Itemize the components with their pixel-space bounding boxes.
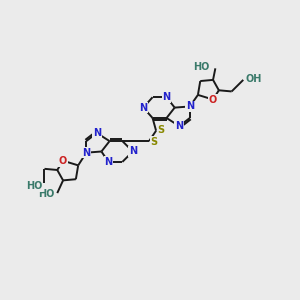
Text: N: N: [129, 146, 137, 157]
Text: N: N: [186, 101, 194, 112]
Text: HO: HO: [26, 181, 42, 191]
Text: OH: OH: [246, 74, 262, 84]
Text: O: O: [209, 94, 217, 104]
Text: S: S: [158, 124, 165, 135]
Text: HO: HO: [39, 189, 55, 199]
Text: N: N: [82, 148, 90, 158]
Text: S: S: [151, 136, 158, 147]
Text: O: O: [59, 156, 67, 166]
Text: N: N: [93, 128, 101, 138]
Text: N: N: [175, 121, 183, 131]
Text: HO: HO: [193, 62, 210, 72]
Text: N: N: [104, 157, 112, 167]
Text: N: N: [139, 103, 147, 112]
Text: N: N: [163, 92, 171, 102]
